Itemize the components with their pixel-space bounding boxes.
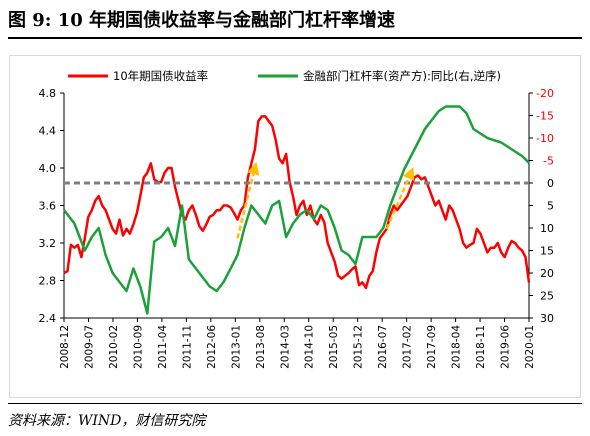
chart-container: 4.8 4.4 4.0 3.6 3.2 2.8 2.4 -20 -15 -10 -5 0 5 10 15 20… bbox=[9, 55, 581, 398]
trend-arrow bbox=[385, 166, 415, 230]
left-tick-label: 3.6 bbox=[39, 200, 57, 213]
left-tick-label: 4.0 bbox=[39, 162, 57, 175]
x-tick-label: 2017-09 bbox=[426, 325, 438, 369]
x-tick-label: 2013-01 bbox=[230, 325, 242, 369]
source-divider bbox=[8, 403, 582, 404]
right-tick-label: 10 bbox=[540, 222, 554, 235]
x-tick-label: 2011-04 bbox=[157, 325, 169, 369]
right-tick-label: 5 bbox=[547, 200, 554, 213]
leverage-growth-line bbox=[63, 105, 530, 315]
figure-source: 资料来源：WIND，财信研究院 bbox=[8, 413, 206, 429]
left-tick-label: 2.8 bbox=[39, 275, 57, 288]
x-tick-label: 2017-02 bbox=[402, 325, 414, 369]
x-tick-label: 2008-12 bbox=[59, 325, 71, 369]
x-tick-label: 2012-06 bbox=[206, 325, 218, 369]
x-tick-label: 2010-02 bbox=[108, 325, 120, 369]
right-tick-label: 0 bbox=[547, 177, 554, 190]
right-tick-label: -20 bbox=[536, 87, 554, 100]
right-tick-label: -10 bbox=[536, 132, 554, 145]
x-tick-label: 2011-11 bbox=[181, 325, 193, 369]
left-tick-label: 4.4 bbox=[39, 125, 57, 138]
x-tick-label: 2014-03 bbox=[279, 325, 291, 369]
x-tick-label: 2018-04 bbox=[451, 325, 463, 369]
right-tick-label: -5 bbox=[543, 155, 554, 168]
bond-yield-line bbox=[63, 115, 531, 290]
x-tick-label: 2010-09 bbox=[132, 325, 144, 369]
legend-label-leverage: 金融部门杠杆率(资产方):同比(右,逆序) bbox=[303, 69, 501, 83]
x-tick-label: 2009-07 bbox=[83, 325, 95, 369]
right-tick-label: 20 bbox=[540, 267, 554, 280]
line-chart: 4.8 4.4 4.0 3.6 3.2 2.8 2.4 -20 -15 -10 -5 0 5 10 15 20… bbox=[39, 69, 555, 369]
x-tick-label: 2020-01 bbox=[524, 325, 536, 369]
x-tick-label: 2015-12 bbox=[353, 325, 365, 369]
left-tick-label: 3.2 bbox=[39, 237, 57, 250]
x-tick-label: 2014-10 bbox=[304, 325, 316, 369]
x-tick-label: 2015-05 bbox=[328, 325, 340, 369]
x-tick-label: 2018-11 bbox=[475, 325, 487, 369]
x-tick-label: 2013-08 bbox=[255, 325, 267, 369]
right-tick-label: 15 bbox=[540, 245, 554, 258]
title-divider bbox=[8, 37, 582, 39]
left-tick-label: 4.8 bbox=[39, 87, 57, 100]
left-tick-label: 2.4 bbox=[39, 312, 57, 325]
right-tick-label: 30 bbox=[540, 312, 554, 325]
legend-label-bond-yield: 10年期国债收益率 bbox=[113, 69, 208, 83]
right-tick-label: -15 bbox=[536, 110, 554, 123]
figure-title: 图 9: 10 年期国债收益率与金融部门杠杆率增速 bbox=[8, 10, 396, 31]
x-tick-label: 2016-07 bbox=[377, 325, 389, 369]
right-tick-label: 25 bbox=[540, 290, 554, 303]
trend-arrow bbox=[236, 161, 260, 239]
x-tick-label: 2019-06 bbox=[500, 325, 512, 369]
